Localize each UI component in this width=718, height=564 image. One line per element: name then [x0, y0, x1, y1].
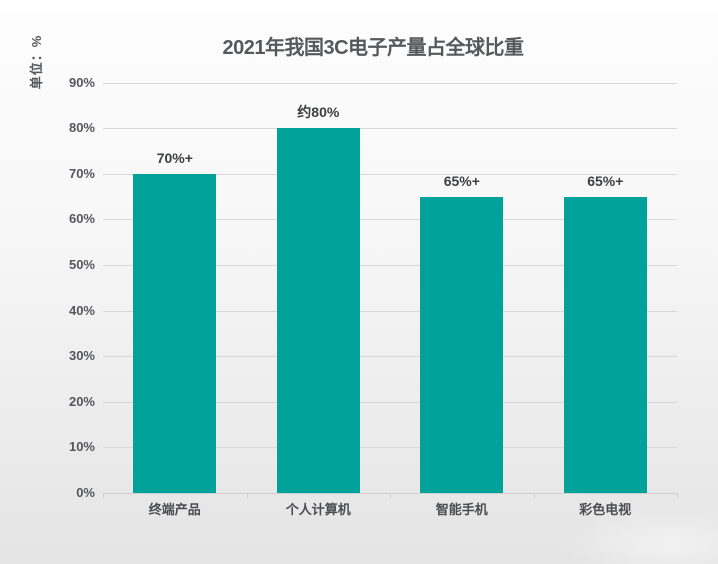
chart-title: 2021年我国3C电子产量占全球比重	[222, 37, 524, 59]
y-tick-label-20: 20%	[68, 393, 95, 409]
bar-1	[276, 128, 360, 493]
watermark-patch	[563, 509, 718, 564]
gridline-60	[103, 219, 677, 221]
axis-tick-2	[390, 493, 391, 498]
axis-tick-4	[677, 493, 678, 498]
y-tick-label-0: 0%	[76, 485, 95, 500]
y-tick-label-90: 90%	[68, 74, 95, 90]
gridline-30	[103, 356, 677, 358]
gridline-80	[103, 128, 677, 130]
x-label-2: 智能手机	[435, 502, 488, 517]
y-tick-label-70: 70%	[68, 165, 95, 181]
y-tick-label-60: 60%	[68, 211, 95, 227]
axis-tick-1	[246, 493, 248, 498]
gridline-70	[103, 173, 677, 175]
bar-0	[133, 173, 217, 493]
gridline-20	[103, 401, 677, 403]
y-tick-label-40: 40%	[68, 302, 95, 318]
y-tick-label-10: 10%	[68, 439, 95, 455]
value-label-2: 65%+	[443, 172, 480, 189]
gridline-90	[103, 82, 677, 84]
y-axis-unit-label: 单位：%	[29, 34, 44, 90]
value-label-0: 70%+	[156, 149, 193, 166]
gridline-40	[103, 310, 677, 312]
top-white-strip	[0, 0, 718, 13]
y-tick-label-30: 30%	[68, 348, 95, 364]
axis-tick-0	[103, 493, 104, 498]
x-label-1: 个人计算机	[285, 502, 351, 517]
value-label-3: 65%+	[587, 172, 624, 189]
gridline-10	[103, 447, 677, 449]
bar-3	[563, 196, 647, 493]
x-label-0: 终端产品	[148, 502, 201, 517]
gridline-50	[103, 265, 677, 266]
y-tick-label-50: 50%	[68, 257, 95, 272]
bar-2	[420, 196, 504, 493]
axis-tick-3	[533, 493, 535, 498]
y-tick-label-80: 80%	[68, 120, 95, 136]
value-label-1: 约80%	[297, 104, 340, 121]
